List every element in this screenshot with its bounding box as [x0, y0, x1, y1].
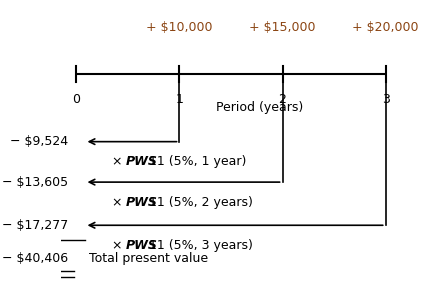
Text: 11 (5%, 1 year): 11 (5%, 1 year) [149, 155, 246, 168]
Text: 2: 2 [279, 93, 287, 106]
Text: ×: × [112, 239, 127, 252]
Text: + $20,000: + $20,000 [352, 21, 419, 34]
Text: − $9,524: − $9,524 [10, 135, 68, 148]
Text: − $17,277: − $17,277 [2, 219, 68, 232]
Text: + $10,000: + $10,000 [146, 21, 213, 34]
Text: PWS: PWS [126, 196, 158, 208]
Text: ×: × [112, 155, 127, 168]
Text: 3: 3 [382, 93, 390, 106]
Text: PWS: PWS [126, 155, 158, 168]
Text: 1: 1 [176, 93, 184, 106]
Text: 11 (5%, 3 years): 11 (5%, 3 years) [149, 239, 252, 252]
Text: Total present value: Total present value [89, 253, 208, 265]
Text: 11 (5%, 2 years): 11 (5%, 2 years) [149, 196, 252, 208]
Text: PWS: PWS [126, 239, 158, 252]
Text: + $15,000: + $15,000 [249, 21, 316, 34]
Text: − $40,406: − $40,406 [2, 253, 68, 265]
Text: Period (years): Period (years) [216, 101, 303, 114]
Text: − $13,605: − $13,605 [2, 176, 68, 188]
Text: 0: 0 [72, 93, 80, 106]
Text: ×: × [112, 196, 127, 208]
